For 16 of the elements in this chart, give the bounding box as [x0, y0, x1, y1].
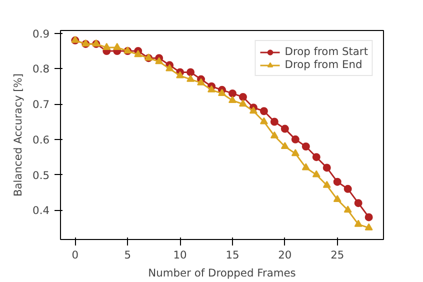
x-tick-label: 15	[226, 248, 240, 262]
legend-label: Drop from End	[284, 58, 362, 71]
y-axis-title: Balanced Accuracy [%]	[12, 73, 25, 197]
x-tick-label: 10	[173, 248, 188, 262]
legend-label: Drop from Start	[284, 45, 368, 58]
x-axis-title: Number of Dropped Frames	[148, 266, 296, 280]
y-tick-label: 0.4	[32, 204, 50, 218]
y-tick-label: 0.6	[32, 133, 50, 146]
y-tick-label: 0.7	[32, 98, 50, 112]
y-tick-label: 0.5	[32, 168, 50, 182]
y-tick-label: 0.9	[32, 27, 50, 40]
x-tick-label: 5	[124, 248, 132, 262]
x-tick-label: 0	[72, 248, 79, 262]
x-tick-label: 20	[278, 248, 292, 262]
x-tick-label: 25	[330, 248, 344, 262]
y-tick-label: 0.8	[32, 62, 50, 76]
